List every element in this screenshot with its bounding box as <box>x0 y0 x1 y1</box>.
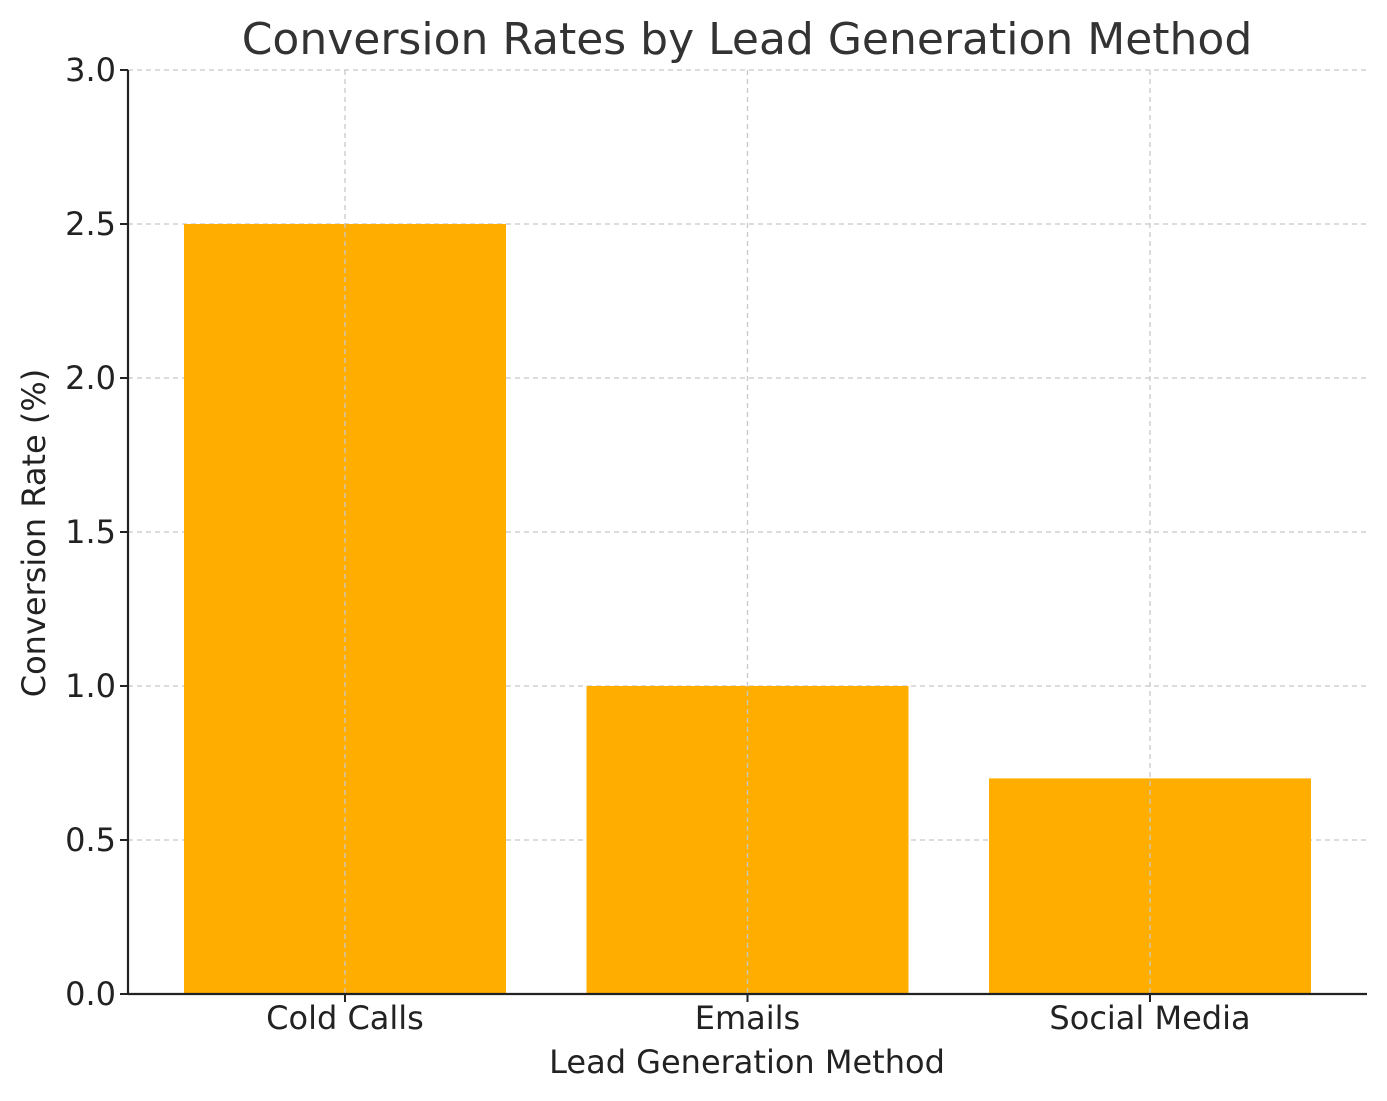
vertical-grid-layer <box>344 70 1151 994</box>
y-tick-label: 1.5 <box>65 513 116 551</box>
y-axis-label: Conversion Rate (%) <box>15 369 53 698</box>
x-tick-label: Social Media <box>1049 999 1250 1037</box>
y-tick-label: 1.0 <box>65 667 116 705</box>
x-ticks-layer: Cold Calls Emails Social Media <box>266 994 1251 1037</box>
y-tick-label: 2.0 <box>65 359 116 397</box>
y-tick-label: 2.5 <box>65 205 116 243</box>
chart-title: Conversion Rates by Lead Generation Meth… <box>242 14 1253 65</box>
y-tick-label: 0.0 <box>65 975 116 1013</box>
bar-cold-calls <box>184 224 506 994</box>
y-tick-label: 0.5 <box>65 821 116 859</box>
y-tick-label: 3.0 <box>65 51 116 89</box>
x-tick-label: Cold Calls <box>266 999 424 1037</box>
bar-social-media <box>989 778 1311 994</box>
x-tick-label: Emails <box>695 999 800 1037</box>
bars-layer <box>184 224 1311 994</box>
y-ticks-layer: 0.0 0.5 1.0 1.5 2.0 2.5 3.0 <box>65 51 128 1013</box>
x-axis-label: Lead Generation Method <box>549 1043 945 1081</box>
